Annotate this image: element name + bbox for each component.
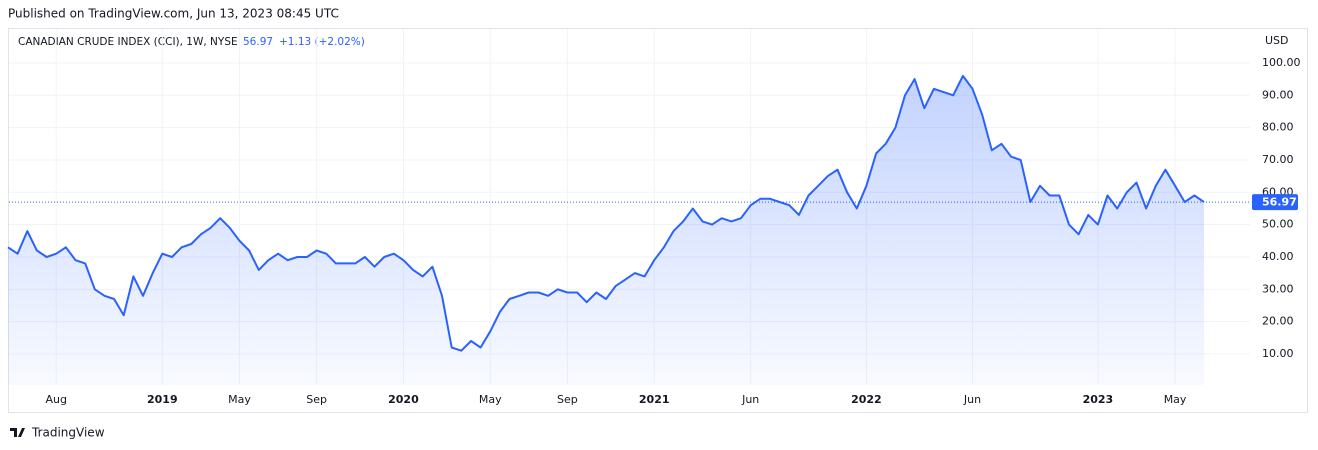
x-tick-label: Aug (45, 393, 66, 406)
last-price-tag-label: 56.97 (1262, 196, 1297, 209)
y-tick-label: 50.00 (1262, 218, 1294, 231)
publish-note: Published on TradingView.com, Jun 13, 20… (8, 7, 339, 21)
y-tick-label: 20.00 (1262, 315, 1294, 328)
y-tick-label: 30.00 (1262, 282, 1294, 295)
x-tick-label: Sep (557, 393, 578, 406)
y-tick-label: 70.00 (1262, 153, 1294, 166)
logo: TradingView (10, 426, 105, 440)
area-fill (8, 75, 1204, 386)
last-price-tag (1252, 194, 1298, 211)
x-tick-label: 2020 (388, 393, 419, 406)
y-tick-label: 100.00 (1262, 56, 1301, 69)
x-tick-label: May (1164, 393, 1187, 406)
chart-title: CANADIAN CRUDE INDEX (CCI), 1W, NYSE (18, 36, 238, 48)
y-tick-label: 90.00 (1262, 88, 1294, 101)
x-tick-label: 2021 (639, 393, 670, 406)
chart-frame (8, 28, 1308, 413)
y-tick-label: 10.00 (1262, 347, 1294, 360)
x-tick-label: 2019 (147, 393, 178, 406)
y-tick-label: 40.00 (1262, 250, 1294, 263)
x-tick-label: Sep (306, 393, 327, 406)
x-tick-label: Jun (963, 393, 981, 406)
footer-brand: TradingView (31, 426, 105, 440)
x-tick-label: 2022 (851, 393, 882, 406)
x-tick-label: May (479, 393, 502, 406)
y-tick-label: 80.00 (1262, 121, 1294, 134)
x-tick-label: 2023 (1083, 393, 1114, 406)
change-label: +1.13 (+2.02%) (279, 36, 365, 48)
x-tick-label: May (228, 393, 251, 406)
x-tick-label: Jun (741, 393, 759, 406)
currency-label: USD (1265, 34, 1289, 47)
last-price: 56.97 (243, 36, 273, 48)
price-line (7, 74, 1205, 352)
